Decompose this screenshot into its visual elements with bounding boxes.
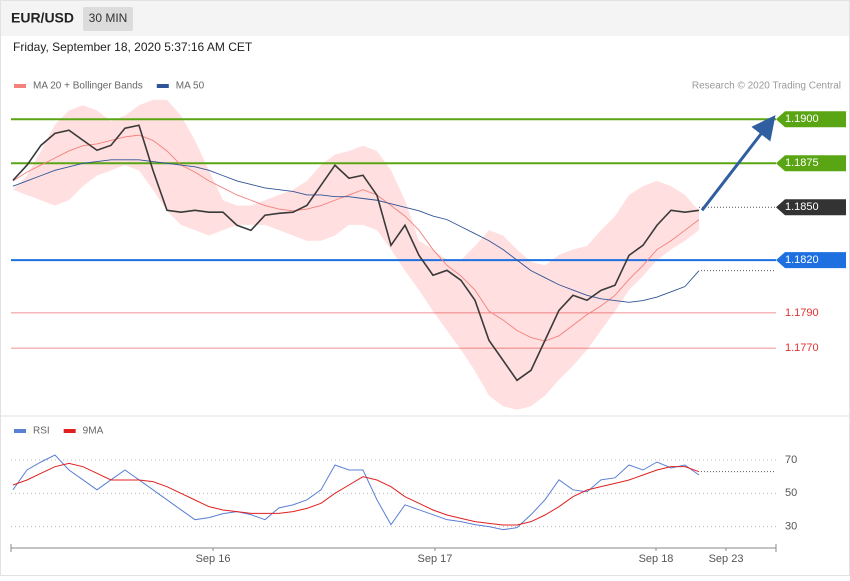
level-tag (776, 111, 846, 128)
ma-line (12, 159, 700, 303)
y-tick-label: 50 (785, 487, 797, 499)
x-tick-label: Sep 16 (196, 553, 231, 565)
legend-swatch (14, 429, 26, 433)
legend-label: 9MA (83, 426, 104, 437)
x-tick-label: Sep 18 (639, 553, 674, 565)
legend-label: MA 50 (176, 81, 205, 92)
level-label: 1.1790 (785, 307, 819, 319)
rsi-line (12, 462, 700, 526)
level-label: 1.1900 (785, 113, 819, 125)
level-label: 1.1875 (785, 157, 819, 169)
target-arrow (700, 115, 776, 212)
legend-label: RSI (33, 426, 50, 437)
level-label: 1.1850 (785, 201, 819, 213)
level-tag (776, 155, 846, 172)
timeframe: 30 MIN (89, 11, 128, 25)
header-bar (1, 1, 849, 36)
y-tick-label: 70 (785, 454, 797, 466)
legend-swatch (14, 84, 26, 88)
symbol: EUR/USD (11, 10, 74, 26)
x-tick-label: Sep 17 (418, 553, 453, 565)
legend-swatch (156, 84, 169, 88)
legend-swatch (63, 429, 76, 433)
level-label: 1.1820 (785, 254, 819, 266)
ma-line (12, 134, 700, 342)
level-label: 1.1770 (785, 342, 819, 354)
x-tick-label: Sep 23 (709, 553, 744, 565)
level-tag (776, 252, 846, 269)
credit: Research © 2020 Trading Central (692, 81, 841, 92)
legend-label: MA 20 + Bollinger Bands (33, 81, 143, 92)
level-tag (776, 199, 846, 216)
timestamp: Friday, September 18, 2020 5:37:16 AM CE… (13, 40, 253, 54)
timeframe-box (83, 7, 133, 31)
price-line (12, 124, 700, 382)
y-tick-label: 30 (785, 521, 797, 533)
bollinger-band (12, 99, 699, 410)
